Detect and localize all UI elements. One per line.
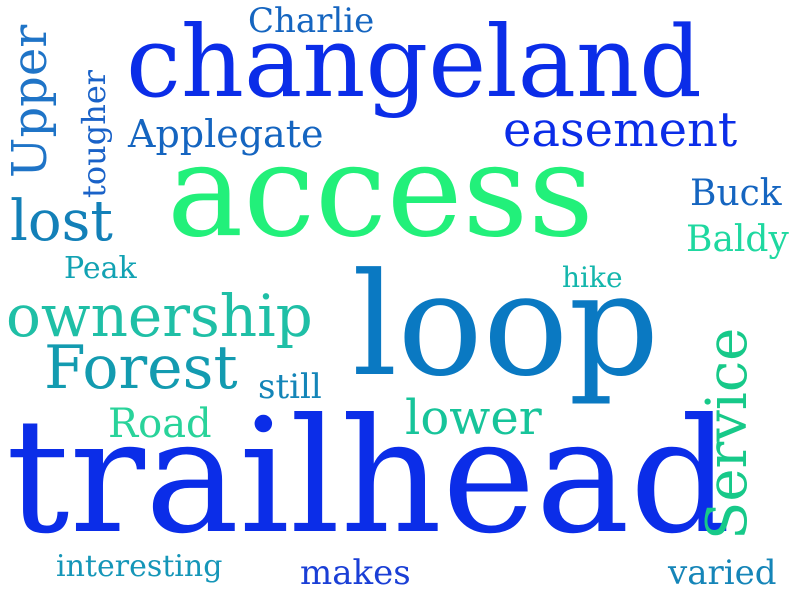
word-access: access [167,117,594,266]
word-still: still [258,367,322,407]
word-road: Road [108,401,212,447]
word-ownership: ownership [6,282,313,350]
word-hike: hike [562,261,623,294]
word-makes: makes [300,553,411,593]
word-varied: varied [668,553,777,593]
word-buck: Buck [690,173,782,214]
word-lost: lost [10,189,113,254]
word-changeland: changeland [126,6,702,120]
word-loop: loop [352,243,660,408]
word-charlie: Charlie [248,1,375,41]
word-trailhead: trailhead [6,385,731,569]
word-interesting: interesting [56,549,223,584]
word-upper: Upper [2,24,58,178]
word-easement: easement [503,102,738,158]
word-tougher: tougher [75,69,113,198]
word-peak: Peak [64,251,137,286]
word-lower: lower [405,390,542,446]
word-service: Service [695,327,760,540]
word-forest: Forest [44,333,238,403]
word-applegate: Applegate [128,112,324,156]
word-baldy: Baldy [686,219,789,260]
